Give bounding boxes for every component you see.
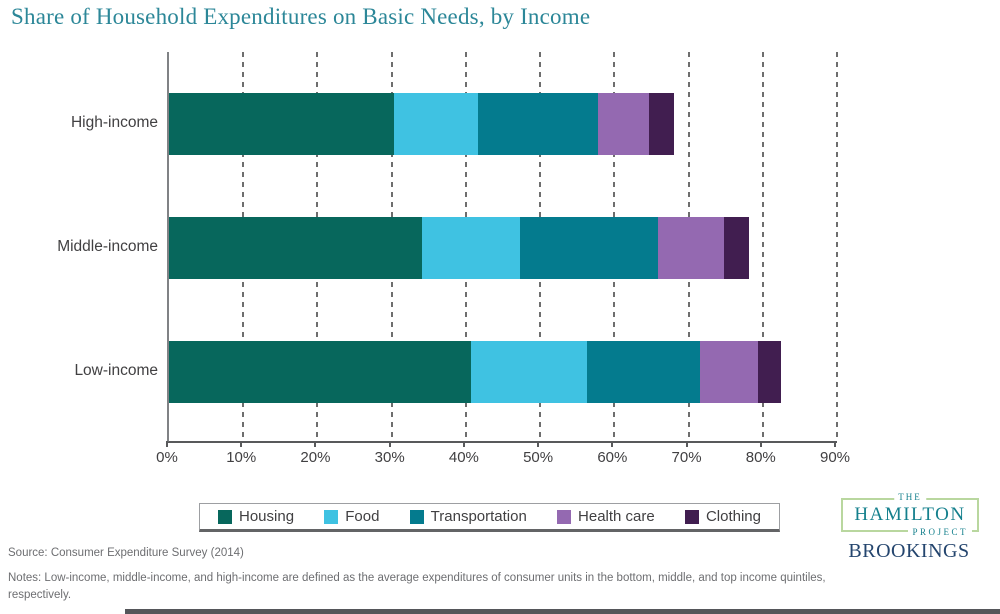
x-tick-label-0%: 0% [156,449,178,466]
gridline-80% [761,52,764,441]
bar-segment-middle-income-food [422,217,521,279]
notes-note: Notes: Low-income, middle-income, and hi… [8,572,826,602]
x-tick-label-40%: 40% [448,449,479,466]
bar-segment-high-income-health-care [597,93,650,155]
category-label-high-income: High-income [70,114,158,131]
bar-segment-middle-income-transportation [520,217,659,279]
page-bottom-divider [125,609,1000,614]
x-tick-label-50%: 50% [523,449,554,466]
legend-swatch-food [324,509,339,524]
bar-middle-income [169,217,750,279]
bar-segment-high-income-clothing [649,93,675,155]
legend-swatch-transportation [409,509,424,524]
x-tickmark-20% [314,441,317,447]
x-tick-label-60%: 60% [597,449,628,466]
legend-swatch-clothing [684,509,699,524]
x-tickmark-70% [685,441,688,447]
bar-high-income [169,93,675,155]
x-tickmark-10% [240,441,243,447]
x-tick-label-30%: 30% [374,449,405,466]
bar-segment-high-income-transportation [477,93,598,155]
legend-label-housing: Housing [239,508,295,525]
bar-segment-high-income-food [393,93,478,155]
legend-swatch-health-care [557,509,572,524]
category-label-low-income: Low-income [74,362,158,379]
legend-label-transportation: Transportation [430,508,527,525]
legend-item-health-care: Health care [557,508,655,525]
x-tickmark-80% [759,441,762,447]
hamilton-logo-name: HAMILTON [854,504,966,525]
x-tick-label-90%: 90% [819,449,851,466]
legend-item-clothing: Clothing [684,508,761,525]
x-tickmark-0% [166,441,168,447]
x-tick-label-10%: 10% [226,449,257,466]
brookings-logo: BROOKINGS [848,540,970,562]
legend-label-health-care: Health care [578,508,655,525]
category-label-middle-income: Middle-income [57,238,158,255]
x-tickmark-40% [462,441,465,447]
bar-segment-low-income-housing [169,341,472,403]
chart-legend: Housing Food Transportation Health care Clot… [199,503,780,532]
gridline-90% [836,52,838,441]
bar-segment-high-income-housing [169,93,394,155]
source-note: Source: Consumer Expenditure Survey (201… [8,547,244,559]
x-tick-label-70%: 70% [671,449,702,466]
x-tick-label-80%: 80% [745,449,776,466]
legend-item-transportation: Transportation [409,508,527,525]
bar-segment-low-income-clothing [757,341,782,403]
legend-item-food: Food [324,508,379,525]
x-tickmark-60% [611,441,614,447]
bar-segment-middle-income-health-care [658,217,725,279]
hamilton-project-logo: THE HAMILTON PROJECT [841,492,979,537]
hamilton-logo-the: THE [894,492,926,502]
bar-segment-middle-income-clothing [724,217,750,279]
bar-low-income [169,341,782,403]
legend-swatch-housing [218,509,232,524]
x-tickmark-30% [388,441,391,447]
x-tickmark-90% [834,441,836,447]
legend-label-clothing: Clothing [705,508,761,525]
bar-segment-low-income-health-care [700,341,758,403]
x-tickmark-50% [537,441,540,447]
hamilton-logo-project: PROJECT [908,527,972,537]
bar-segment-low-income-food [471,341,587,403]
x-tick-label-20%: 20% [300,449,331,466]
bar-segment-low-income-transportation [586,341,701,403]
legend-label-food: Food [345,508,380,525]
bar-segment-middle-income-housing [169,217,423,279]
chart-title: Share of Household Expenditures on Basic… [11,4,591,29]
plot-area [167,52,838,443]
legend-item-housing: Housing [218,508,294,525]
